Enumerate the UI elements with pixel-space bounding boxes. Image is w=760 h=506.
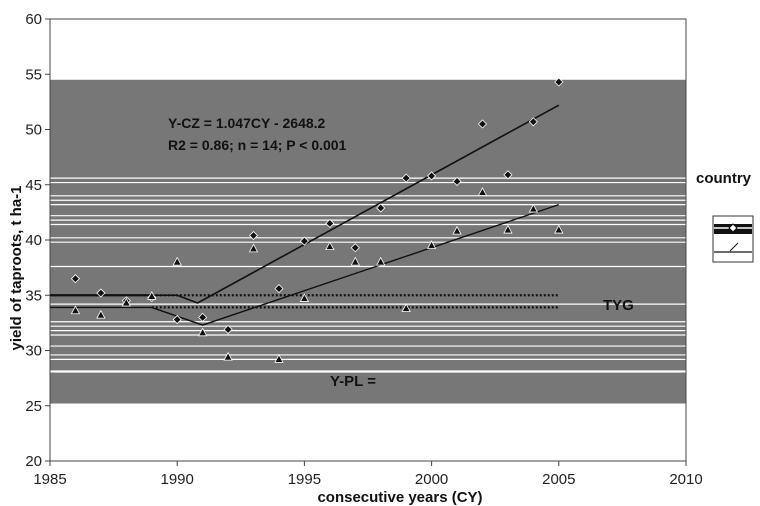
y-tick-label: 45 bbox=[25, 177, 42, 194]
cz-statistics: R2 = 0.86; n = 14; P < 0.001 bbox=[168, 137, 347, 153]
y-tick-label: 35 bbox=[25, 287, 42, 304]
point-diamond bbox=[198, 312, 208, 322]
cz-equation: Y-CZ = 1.047CY - 2648.2 bbox=[168, 115, 326, 131]
point-triangle bbox=[223, 351, 233, 361]
x-tick-label: 1990 bbox=[161, 471, 194, 488]
point-triangle bbox=[96, 309, 106, 319]
x-tick-label: 2010 bbox=[669, 471, 702, 488]
point-triangle bbox=[248, 243, 259, 253]
point-diamond bbox=[554, 77, 564, 87]
point-diamond bbox=[299, 236, 309, 246]
point-diamond bbox=[477, 119, 488, 129]
y-axis-title: yield of taproots, t ha-1 bbox=[8, 185, 25, 350]
legend-title: country bbox=[696, 170, 752, 187]
point-diamond bbox=[350, 243, 360, 253]
axes: 1985 1990 1995 2000 2005 2010 20 25 30 35 40 45 50 55… bbox=[25, 11, 702, 488]
point-triangle bbox=[70, 305, 81, 315]
x-tick-label: 2005 bbox=[542, 471, 575, 488]
data-points bbox=[70, 77, 564, 363]
point-diamond bbox=[427, 171, 437, 181]
pl-equation: Y-PL = bbox=[330, 373, 376, 390]
background-band bbox=[50, 372, 686, 404]
point-triangle bbox=[477, 187, 488, 196]
point-diamond bbox=[528, 117, 538, 127]
point-triangle bbox=[426, 240, 437, 249]
point-diamond bbox=[248, 231, 259, 241]
tyg-label: TYG bbox=[603, 297, 634, 314]
x-tick-label: 1985 bbox=[33, 471, 66, 488]
point-diamond bbox=[96, 288, 106, 298]
point-diamond bbox=[274, 284, 284, 294]
x-tick-label: 1995 bbox=[288, 471, 321, 488]
y-tick-label: 50 bbox=[25, 122, 42, 139]
point-triangle bbox=[172, 256, 182, 266]
point-triangle bbox=[503, 224, 513, 234]
point-triangle bbox=[147, 291, 157, 300]
point-triangle bbox=[401, 303, 411, 312]
point-diamond bbox=[401, 173, 411, 183]
point-diamond bbox=[325, 218, 335, 228]
legend: country bbox=[696, 170, 754, 263]
point-triangle bbox=[274, 353, 284, 363]
point-diamond bbox=[70, 274, 81, 284]
point-triangle bbox=[376, 256, 386, 266]
y-tick-label: 20 bbox=[25, 453, 42, 470]
y-tick-label: 30 bbox=[25, 343, 42, 360]
point-triangle bbox=[299, 293, 310, 302]
point-triangle bbox=[197, 327, 208, 337]
x-tick-label: 2000 bbox=[415, 471, 448, 488]
x-axis-title: consecutive years (CY) bbox=[317, 489, 482, 506]
point-diamond bbox=[376, 203, 386, 213]
y-tick-label: 25 bbox=[25, 398, 42, 415]
point-diamond bbox=[223, 324, 233, 335]
point-triangle bbox=[528, 203, 539, 213]
y-tick-label: 55 bbox=[25, 66, 42, 83]
point-diamond bbox=[172, 314, 182, 325]
legend-line-slash bbox=[729, 242, 739, 252]
legend-marker-diamond bbox=[728, 223, 738, 233]
point-triangle bbox=[554, 224, 564, 234]
point-triangle bbox=[350, 256, 360, 266]
point-triangle bbox=[325, 241, 335, 251]
point-triangle bbox=[121, 297, 131, 307]
y-tick-label: 60 bbox=[25, 11, 42, 28]
point-diamond bbox=[503, 170, 513, 180]
point-diamond bbox=[452, 176, 462, 187]
legend-box bbox=[712, 215, 754, 263]
point-triangle bbox=[452, 225, 462, 235]
y-tick-label: 40 bbox=[25, 232, 42, 249]
background-bands bbox=[50, 79, 686, 404]
